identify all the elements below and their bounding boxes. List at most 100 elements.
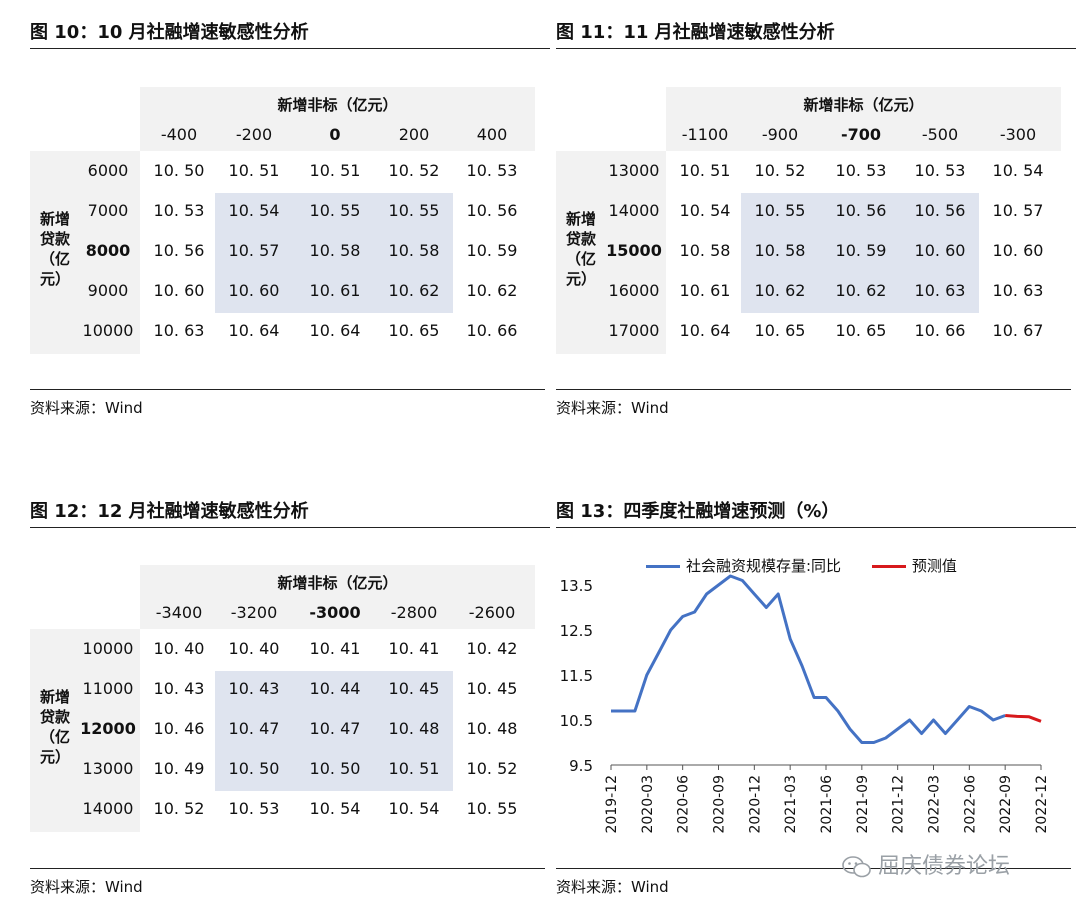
column-header: -1100 bbox=[681, 125, 729, 144]
row-group-header-line: 新增 bbox=[39, 688, 70, 706]
table-cell: 10. 67 bbox=[992, 321, 1044, 340]
table-cell: 10. 49 bbox=[153, 759, 205, 778]
table-cell: 10. 62 bbox=[388, 281, 440, 300]
table-cell: 10. 53 bbox=[153, 201, 205, 220]
table-cell: 10. 56 bbox=[466, 201, 518, 220]
line-chart: 社会融资规模存量:同比 预测值 9.5 10.5 11.5 12.5 13.5 2019-… bbox=[556, 527, 1076, 857]
table-cell: 10. 66 bbox=[466, 321, 518, 340]
column-header: -3400 bbox=[155, 603, 203, 622]
column-header: 0 bbox=[329, 125, 341, 144]
table-cell: 10. 61 bbox=[309, 281, 361, 300]
column-header: -3000 bbox=[309, 603, 361, 622]
row-group-header-line: 元） bbox=[39, 270, 70, 288]
table-cell: 10. 53 bbox=[228, 799, 280, 818]
row-group-header-line: 元） bbox=[39, 748, 70, 766]
table-cell: 10. 52 bbox=[754, 161, 806, 180]
table-cell: 10. 47 bbox=[309, 719, 361, 738]
row-group-header: 新增 贷款 （亿 元） bbox=[558, 209, 604, 289]
table-cell: 10. 52 bbox=[466, 759, 518, 778]
sensitivity-panel-nov: 图 11：11 月社融增速敏感性分析 新增非标（亿元） -1100 -900 -700… bbox=[556, 18, 1076, 417]
column-header: 400 bbox=[476, 125, 508, 144]
table-cell: 10. 48 bbox=[466, 719, 518, 738]
legend-swatch-red bbox=[871, 565, 906, 568]
table-cell: 10. 63 bbox=[992, 281, 1044, 300]
x-tick-label: 2022-12 bbox=[1034, 775, 1050, 834]
row-header: 6000 bbox=[87, 161, 129, 180]
table-cell: 10. 54 bbox=[992, 161, 1044, 180]
table-cell: 10. 50 bbox=[309, 759, 361, 778]
row-header-band bbox=[30, 629, 140, 832]
table-cell: 10. 57 bbox=[992, 201, 1044, 220]
panel-title: 图 10：10 月社融增速敏感性分析 bbox=[30, 18, 550, 49]
table-cell: 10. 41 bbox=[309, 639, 361, 658]
column-header: -2800 bbox=[390, 603, 438, 622]
y-tick-label: 11.5 bbox=[560, 667, 593, 685]
row-group-header-line: 贷款 bbox=[39, 230, 70, 248]
x-tick-label: 2021-12 bbox=[891, 775, 907, 834]
y-tick-label: 9.5 bbox=[569, 757, 593, 775]
table-cell: 10. 53 bbox=[835, 161, 887, 180]
table-cell: 10. 41 bbox=[388, 639, 440, 658]
table-cell: 10. 58 bbox=[309, 241, 361, 260]
table-cell: 10. 58 bbox=[754, 241, 806, 260]
highlight-region bbox=[215, 193, 453, 313]
y-tick-label: 12.5 bbox=[560, 622, 593, 640]
table-cell: 10. 50 bbox=[228, 759, 280, 778]
column-header: -200 bbox=[235, 125, 273, 144]
column-header: -300 bbox=[999, 125, 1037, 144]
column-header: -2600 bbox=[468, 603, 516, 622]
table-cell: 10. 55 bbox=[309, 201, 361, 220]
table-cell: 10. 57 bbox=[228, 241, 280, 260]
row-header: 9000 bbox=[87, 281, 129, 300]
table-cell: 10. 51 bbox=[309, 161, 361, 180]
table-cell: 10. 59 bbox=[835, 241, 887, 260]
table-cell: 10. 64 bbox=[679, 321, 731, 340]
table-cell: 10. 48 bbox=[388, 719, 440, 738]
row-header-band bbox=[556, 151, 666, 354]
source-note: 资料来源：Wind bbox=[556, 399, 669, 417]
row-header: 14000 bbox=[82, 799, 134, 818]
row-group-header-line: （亿 bbox=[565, 250, 596, 268]
header-band bbox=[140, 87, 535, 151]
y-tick-label: 10.5 bbox=[560, 712, 593, 730]
table-cell: 10. 45 bbox=[466, 679, 518, 698]
source-note: 资料来源：Wind bbox=[556, 878, 669, 896]
table-cell: 10. 58 bbox=[679, 241, 731, 260]
panel-title: 图 13：四季度社融增速预测（%） bbox=[556, 497, 1076, 528]
column-group-header: 新增非标（亿元） bbox=[277, 96, 398, 114]
table-cell: 10. 43 bbox=[228, 679, 280, 698]
x-tick-label: 2022-03 bbox=[927, 775, 943, 834]
table-cell: 10. 53 bbox=[914, 161, 966, 180]
y-tick-label: 13.5 bbox=[560, 577, 593, 595]
row-header: 13000 bbox=[608, 161, 660, 180]
watermark: 屈庆债券论坛 bbox=[842, 848, 1010, 880]
source-note: 资料来源：Wind bbox=[30, 878, 143, 896]
panel-title: 图 12：12 月社融增速敏感性分析 bbox=[30, 497, 550, 528]
row-header: 8000 bbox=[85, 241, 131, 260]
chart-legend: 社会融资规模存量:同比 预测值 bbox=[646, 555, 983, 576]
legend-item-actual: 社会融资规模存量:同比 bbox=[646, 555, 841, 576]
table-cell: 10. 51 bbox=[388, 759, 440, 778]
series-line-actual bbox=[611, 574, 1006, 744]
table-cell: 10. 65 bbox=[835, 321, 887, 340]
row-header: 13000 bbox=[82, 759, 134, 778]
table-cell: 10. 54 bbox=[388, 799, 440, 818]
row-header: 10000 bbox=[82, 639, 134, 658]
table-cell: 10. 56 bbox=[835, 201, 887, 220]
table-cell: 10. 42 bbox=[466, 639, 518, 658]
highlight-region bbox=[741, 193, 979, 313]
table-cell: 10. 40 bbox=[228, 639, 280, 658]
table-cell: 10. 56 bbox=[153, 241, 205, 260]
wechat-icon bbox=[842, 856, 871, 878]
row-group-header: 新增 贷款 （亿 元） bbox=[32, 209, 78, 289]
column-header: -3200 bbox=[230, 603, 278, 622]
table-cell: 10. 54 bbox=[309, 799, 361, 818]
table-cell: 10. 55 bbox=[754, 201, 806, 220]
legend-label: 预测值 bbox=[911, 557, 957, 575]
table-cell: 10. 65 bbox=[754, 321, 806, 340]
table-cell: 10. 62 bbox=[466, 281, 518, 300]
row-group-header-line: 元） bbox=[565, 270, 596, 288]
x-tick-label: 2022-09 bbox=[998, 775, 1014, 834]
row-header: 7000 bbox=[87, 201, 129, 220]
row-header: 14000 bbox=[608, 201, 660, 220]
